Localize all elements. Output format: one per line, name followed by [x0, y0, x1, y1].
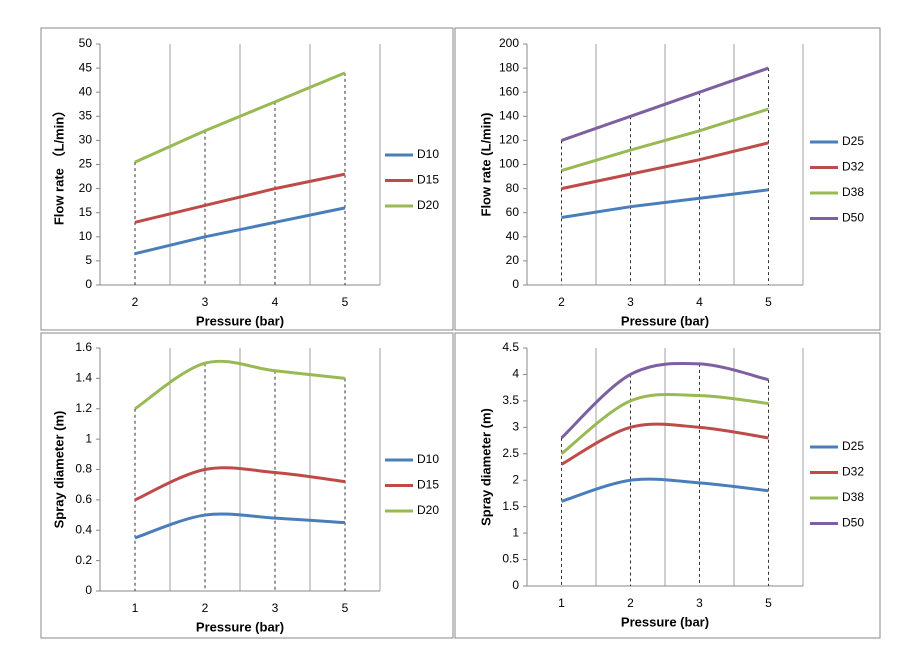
x-tick-label: 3: [696, 596, 703, 610]
y-tick-label: 200: [499, 36, 519, 50]
y-tick-label: 3.5: [502, 393, 519, 407]
legend-label: D50: [842, 211, 864, 225]
x-axis-title: Pressure (bar): [196, 313, 284, 328]
x-axis-title: Pressure (bar): [196, 619, 284, 634]
y-tick-label: 2: [512, 472, 519, 486]
y-tick-label: 30: [79, 133, 93, 147]
y-tick-label: 0: [512, 578, 519, 592]
x-tick-label: 3: [627, 295, 634, 309]
y-tick-label: 2.5: [502, 446, 519, 460]
y-tick-label: 0: [85, 277, 92, 291]
y-tick-label: 120: [499, 133, 519, 147]
y-tick-label: 0: [85, 583, 92, 597]
x-tick-label: 5: [342, 601, 349, 615]
legend-label: D10: [417, 147, 439, 161]
y-tick-label: 50: [79, 36, 93, 50]
series-line: [561, 477, 769, 503]
y-tick-label: 0.5: [502, 552, 519, 566]
y-tick-label: 0.6: [75, 492, 92, 506]
panel-border: [40, 27, 454, 331]
y-tick-label: 0.4: [75, 522, 92, 536]
y-tick-label: 0.8: [75, 462, 92, 476]
y-tick-label: 80: [506, 181, 520, 195]
y-tick-label: 20: [506, 253, 520, 267]
x-tick-label: 5: [342, 295, 349, 309]
series-line: [134, 466, 346, 502]
legend-label: D15: [417, 478, 439, 492]
x-tick-label: 4: [696, 295, 703, 309]
legend-label: D15: [417, 173, 439, 187]
series-line: [134, 71, 346, 164]
x-axis-title: Pressure (bar): [621, 614, 709, 629]
series-line: [560, 422, 769, 466]
x-tick-label: 1: [558, 596, 565, 610]
y-tick-label: 1.5: [502, 499, 519, 513]
y-tick-label: 4.5: [502, 340, 519, 354]
y-tick-label: 0.2: [75, 553, 92, 567]
y-tick-label: 1.4: [75, 371, 92, 385]
y-tick-label: 3: [512, 420, 519, 434]
y-tick-label: 160: [499, 84, 519, 98]
y-tick-label: 15: [79, 205, 93, 219]
legend-label: D25: [842, 439, 864, 453]
y-tick-label: 1: [85, 431, 92, 445]
series-line: [560, 392, 769, 455]
y-axis-title: Flow rate （L/min）: [51, 104, 66, 225]
x-axis-title: Pressure (bar): [621, 313, 709, 328]
series-line: [134, 359, 346, 411]
y-tick-label: 60: [506, 205, 520, 219]
y-tick-label: 10: [79, 229, 93, 243]
y-tick-label: 0: [512, 277, 519, 291]
series-line: [560, 361, 769, 440]
y-tick-label: 1: [512, 525, 519, 539]
y-tick-label: 25: [79, 157, 93, 171]
y-tick-label: 1.2: [75, 401, 92, 415]
y-axis-title: Spray diameter (m): [51, 411, 66, 529]
panel-border: [40, 332, 454, 639]
legend-label: D38: [842, 185, 864, 199]
x-tick-label: 5: [765, 596, 772, 610]
x-tick-label: 1: [132, 601, 139, 615]
x-tick-label: 2: [132, 295, 139, 309]
y-tick-label: 45: [79, 60, 93, 74]
panel-border: [454, 27, 881, 331]
y-tick-label: 1.6: [75, 340, 92, 354]
x-tick-label: 5: [765, 295, 772, 309]
x-tick-label: 2: [558, 295, 565, 309]
y-tick-label: 40: [506, 229, 520, 243]
legend-label: D25: [842, 134, 864, 148]
series-line: [561, 141, 769, 191]
y-tick-label: 140: [499, 108, 519, 122]
series-line: [561, 107, 769, 172]
x-tick-label: 4: [272, 295, 279, 309]
series-line: [134, 172, 346, 224]
series-line: [134, 206, 346, 256]
x-tick-label: 2: [202, 601, 209, 615]
x-tick-label: 2: [627, 596, 634, 610]
y-tick-label: 100: [499, 157, 519, 171]
legend-label: D10: [417, 452, 439, 466]
legend-label: D20: [417, 198, 439, 212]
legend-label: D38: [842, 490, 864, 504]
y-tick-label: 5: [85, 253, 92, 267]
y-axis-title: Flow rate (L/min): [478, 113, 493, 217]
series-line: [134, 512, 346, 540]
y-tick-label: 180: [499, 60, 519, 74]
legend-label: D50: [842, 516, 864, 530]
legend-label: D20: [417, 503, 439, 517]
y-tick-label: 20: [79, 181, 93, 195]
y-tick-label: 40: [79, 84, 93, 98]
legend-label: D32: [842, 160, 864, 174]
x-tick-label: 3: [202, 295, 209, 309]
series-line: [561, 188, 769, 220]
series-line: [561, 66, 769, 142]
x-tick-label: 3: [272, 601, 279, 615]
legend-label: D32: [842, 465, 864, 479]
y-tick-label: 35: [79, 108, 93, 122]
y-tick-label: 4: [512, 367, 519, 381]
panel-border: [454, 332, 881, 639]
y-axis-title: Spray diameter (m): [478, 408, 493, 526]
